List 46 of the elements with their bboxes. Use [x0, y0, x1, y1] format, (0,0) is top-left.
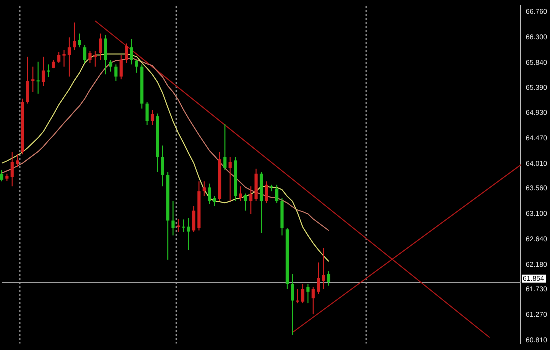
- candlestick: [68, 37, 72, 78]
- candlestick: [182, 219, 186, 233]
- candlestick: [265, 181, 268, 204]
- candlestick: [172, 200, 175, 236]
- candlestick: [291, 274, 294, 336]
- candlestick: [109, 60, 113, 72]
- candlestick: [88, 50, 92, 64]
- candlestick: [146, 102, 149, 126]
- candlestick: [83, 44, 87, 64]
- candlestick: [135, 60, 138, 74]
- candlestick: [36, 61, 40, 94]
- candlestick: [16, 154, 20, 168]
- candlestick: [58, 51, 61, 64]
- candlestick: [208, 183, 212, 205]
- candlestick: [78, 33, 82, 48]
- candlestick: [62, 50, 66, 68]
- candlestick: [104, 34, 108, 76]
- candlestick: [213, 196, 216, 207]
- candlestick: [317, 262, 320, 295]
- candlestick: [202, 181, 206, 198]
- candlestick: [322, 248, 326, 290]
- candlestick: [239, 186, 242, 202]
- candlestick: [228, 156, 232, 202]
- candlestick: [306, 284, 310, 304]
- candlestick: [26, 56, 30, 104]
- candlestick: [187, 218, 190, 251]
- candlestick: [130, 38, 134, 66]
- candlestick: [161, 145, 164, 188]
- candlestick: [99, 33, 102, 61]
- candlestick: [0, 170, 4, 182]
- candlestick: [10, 152, 14, 188]
- candlestick: [73, 22, 76, 51]
- candlestick: [327, 271, 331, 286]
- candlestick: [301, 284, 305, 304]
- candlestick: [42, 56, 46, 87]
- candlestick: [244, 193, 248, 212]
- candlestick: [276, 184, 279, 204]
- candlestick: [125, 43, 128, 64]
- candlestick: [224, 124, 227, 171]
- candlestick: [192, 206, 196, 233]
- candlestick: [312, 286, 315, 316]
- candlestick: [120, 54, 123, 80]
- candlestick: [150, 110, 154, 126]
- candlestick: [250, 186, 253, 215]
- candlestick: [114, 64, 118, 82]
- candlestick: [47, 64, 50, 78]
